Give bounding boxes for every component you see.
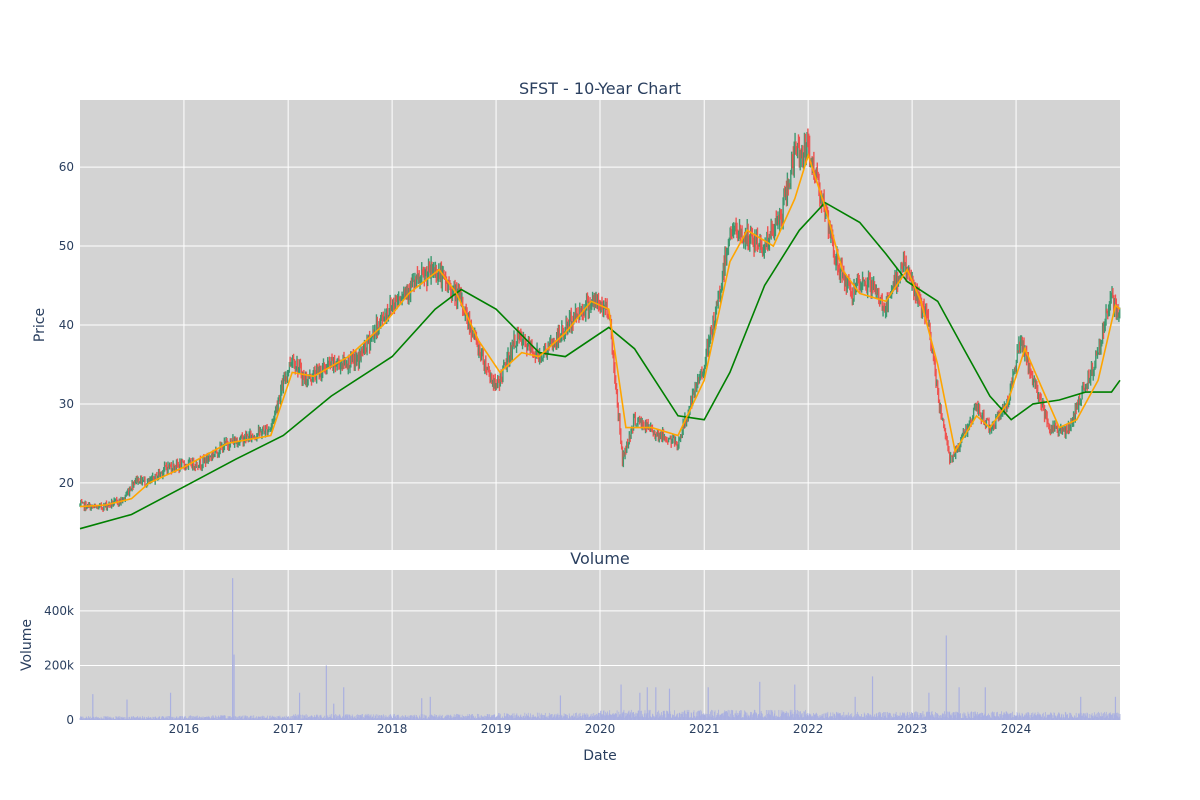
- price-chart-title: SFST - 10-Year Chart: [519, 79, 681, 98]
- short-moving-average-line: [79, 152, 1121, 508]
- volume-y-tick-label: 200k: [44, 658, 74, 672]
- price-y-axis-label: Price: [32, 308, 48, 342]
- price-y-tick-label: 50: [59, 239, 74, 253]
- volume-y-axis-ticks: 0 200k 400k: [44, 604, 74, 727]
- x-tick-label: 2022: [793, 722, 824, 736]
- volume-bars: [79, 578, 1121, 720]
- price-gridlines: [80, 100, 1120, 550]
- x-tick-label: 2023: [897, 722, 928, 736]
- volume-y-tick-label: 0: [66, 713, 74, 727]
- price-y-tick-label: 30: [59, 397, 74, 411]
- date-x-axis-label: Date: [583, 748, 616, 764]
- price-y-tick-label: 40: [59, 318, 74, 332]
- x-tick-label: 2016: [169, 722, 200, 736]
- date-x-axis-ticks: 2016 2017 2018 2019 2020 2021 2022 2023 2024: [169, 722, 1032, 736]
- price-y-tick-label: 60: [59, 160, 74, 174]
- x-tick-label: 2024: [1001, 722, 1032, 736]
- volume-chart-title: Volume: [570, 549, 630, 568]
- x-tick-label: 2019: [481, 722, 512, 736]
- x-tick-label: 2018: [377, 722, 408, 736]
- x-tick-label: 2020: [585, 722, 616, 736]
- price-y-axis-ticks: 20 30 40 50 60: [59, 160, 74, 490]
- x-tick-label: 2021: [689, 722, 720, 736]
- price-y-tick-label: 20: [59, 476, 74, 490]
- x-tick-label: 2017: [273, 722, 304, 736]
- volume-y-tick-label: 400k: [44, 604, 74, 618]
- long-moving-average-line: [79, 201, 1121, 530]
- volume-y-axis-label: Volume: [19, 619, 35, 671]
